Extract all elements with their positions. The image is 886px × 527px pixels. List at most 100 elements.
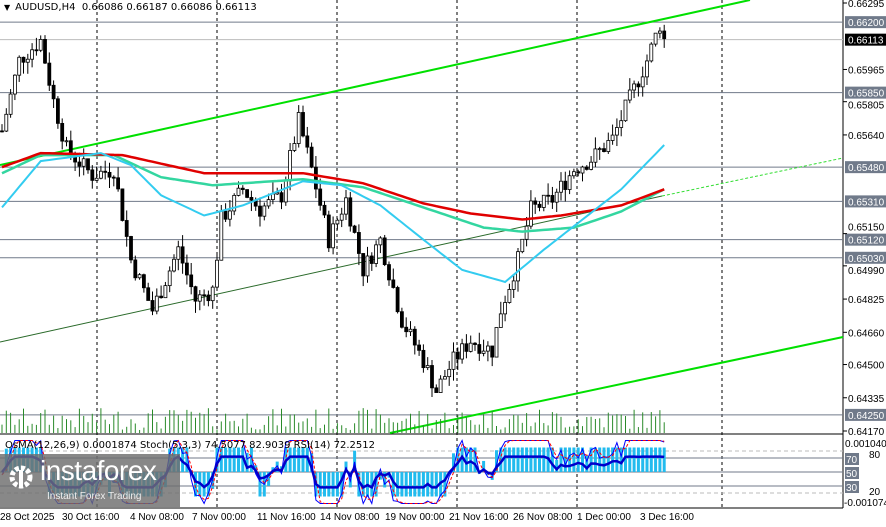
price-tick-label: 0.65805 bbox=[848, 101, 885, 112]
candle-bear bbox=[412, 328, 417, 346]
time-axis-label: 7 Nov 00:00 bbox=[192, 512, 246, 523]
candle-bull bbox=[4, 113, 9, 132]
candle-bull bbox=[215, 259, 219, 288]
candle-bull bbox=[640, 76, 645, 88]
osma-range-label: -0.001074 bbox=[844, 498, 886, 509]
candle-bear bbox=[43, 39, 47, 64]
candle-bear bbox=[318, 188, 323, 206]
osma-range-label: 0.001040 bbox=[845, 439, 886, 450]
candle-bull bbox=[219, 210, 224, 261]
candle-bull bbox=[511, 280, 516, 290]
price-tick-label: 0.64500 bbox=[848, 361, 885, 372]
candle-bear bbox=[146, 287, 151, 301]
time-axis-label: 28 Oct 2025 bbox=[0, 512, 55, 523]
indicator-level-label: 30 bbox=[846, 483, 858, 494]
candle-bull bbox=[653, 32, 658, 45]
candle-bull bbox=[580, 166, 585, 174]
candle-bear bbox=[77, 161, 82, 167]
candle-bear bbox=[60, 122, 65, 142]
price-tick-label: 0.64170 bbox=[848, 427, 885, 438]
level-tag-bg bbox=[845, 16, 886, 29]
time-axis-label: 19 Nov 00:00 bbox=[385, 512, 445, 523]
candle-bear bbox=[537, 203, 542, 208]
candle-bear bbox=[193, 286, 198, 302]
candle-bull bbox=[288, 150, 293, 182]
candle-bull bbox=[17, 56, 22, 76]
candle-bull bbox=[494, 327, 499, 358]
chart-header: ▼ AUDUSD,H4 0.66086 0.66187 0.66086 0.661… bbox=[4, 2, 257, 13]
candle-bear bbox=[133, 259, 138, 279]
candle-bear bbox=[563, 180, 568, 190]
candle-bear bbox=[430, 365, 434, 389]
logo-tagline: Instant Forex Trading bbox=[47, 491, 142, 502]
candle-bear bbox=[129, 236, 133, 261]
candle-bear bbox=[103, 170, 108, 173]
candle-bull bbox=[38, 39, 43, 51]
price-tick-label: 0.64660 bbox=[848, 328, 885, 339]
candle-bull bbox=[559, 180, 563, 193]
candle-bull bbox=[283, 180, 288, 203]
candle-bear bbox=[434, 387, 439, 393]
candle-bear bbox=[477, 344, 482, 354]
candle-bear bbox=[602, 148, 606, 152]
candle-bull bbox=[520, 238, 525, 253]
level-tag: 0.64250 bbox=[848, 411, 885, 422]
candle-bull bbox=[632, 83, 636, 91]
ma-red-line bbox=[1, 151, 665, 221]
logo-name: instaforex bbox=[40, 455, 157, 486]
candle-bull bbox=[167, 270, 172, 287]
candle-bull bbox=[30, 49, 35, 60]
time-axis-label: 21 Nov 16:00 bbox=[449, 512, 509, 523]
candle-bear bbox=[279, 192, 284, 203]
level-tag-bg bbox=[845, 408, 886, 421]
candle-bull bbox=[447, 368, 452, 378]
candle-bear bbox=[305, 135, 310, 148]
candle-bull bbox=[25, 58, 30, 63]
indicator-level-label: 20 bbox=[869, 487, 881, 498]
candle-bear bbox=[421, 349, 426, 369]
time-axis-label: 3 Dec 16:00 bbox=[640, 512, 694, 523]
candle-bear bbox=[124, 220, 129, 237]
price-tick-label: 0.65150 bbox=[848, 223, 885, 234]
candle-bear bbox=[391, 279, 396, 288]
candle-bull bbox=[197, 294, 202, 302]
candle-bull bbox=[266, 199, 271, 207]
candle-bull bbox=[335, 219, 340, 225]
dropdown-triangle-icon[interactable]: ▼ bbox=[4, 3, 11, 12]
candle-bull bbox=[163, 285, 168, 299]
candle-bull bbox=[374, 244, 379, 264]
candle-bear bbox=[184, 262, 189, 276]
candle-bear bbox=[417, 344, 422, 351]
candle-bear bbox=[309, 146, 314, 168]
candle-bull bbox=[137, 274, 142, 279]
candle-bull bbox=[176, 246, 181, 260]
candle-bear bbox=[90, 169, 95, 181]
indicator-level-tag-bg bbox=[845, 481, 859, 493]
candle-bull bbox=[649, 43, 654, 62]
candle-bear bbox=[86, 158, 90, 171]
price-tick-label: 0.64990 bbox=[848, 266, 885, 277]
price-tick-label: 0.64825 bbox=[848, 295, 885, 306]
candle-bull bbox=[378, 237, 383, 246]
candle-bear bbox=[464, 343, 469, 352]
candle-bear bbox=[576, 171, 581, 174]
instaforex-logo: instaforex Instant Forex Trading bbox=[0, 454, 180, 507]
candle-bear bbox=[301, 112, 305, 137]
level-tag-bg bbox=[845, 161, 886, 174]
candle-bull bbox=[658, 30, 662, 34]
candle-bull bbox=[529, 200, 533, 227]
candle-bull bbox=[451, 351, 456, 370]
candle-bear bbox=[550, 195, 555, 203]
candle-bear bbox=[636, 83, 641, 88]
candle-bear bbox=[47, 62, 52, 86]
candle-bull bbox=[615, 127, 619, 136]
level-tag: 0.65310 bbox=[848, 197, 885, 208]
candle-bull bbox=[554, 191, 559, 203]
current-price-tag: 0.66113 bbox=[848, 36, 884, 47]
ma-cyan-line bbox=[1, 144, 665, 284]
candle-bear bbox=[141, 274, 146, 289]
candle-bull bbox=[292, 143, 297, 151]
price-tick-label: 0.64335 bbox=[848, 394, 885, 405]
